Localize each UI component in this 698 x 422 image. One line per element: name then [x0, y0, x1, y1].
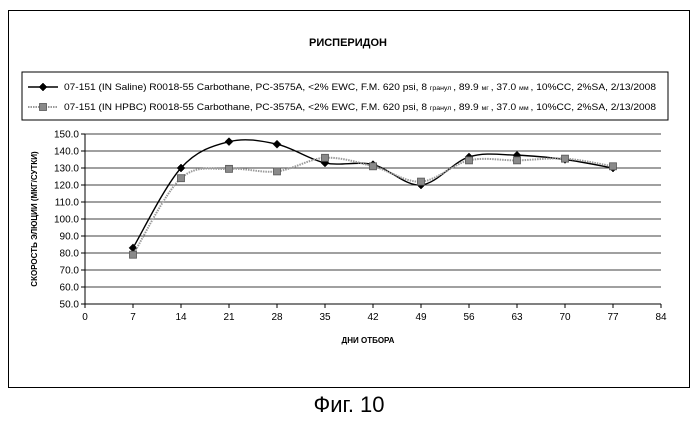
data-point [418, 178, 425, 185]
x-tick-label: 21 [223, 312, 235, 323]
data-point [514, 157, 521, 164]
y-tick-label: 50.0 [60, 300, 80, 311]
y-tick-label: 90.0 [60, 232, 80, 243]
y-tick-label: 120.0 [54, 181, 79, 192]
chart-svg: РИСПЕРИДОН 07-151 (IN Saline) R0018-55 C… [8, 10, 690, 388]
legend-marker [40, 104, 47, 111]
x-tick-label: 84 [655, 312, 667, 323]
data-point [610, 163, 617, 170]
legend-label-part: гранул [430, 85, 453, 92]
x-tick-label: 56 [463, 312, 475, 323]
data-point [178, 175, 185, 182]
legend-entry-1: 07-151 (IN Saline) R0018-55 Carbothane, … [28, 82, 656, 93]
data-point [274, 168, 281, 175]
x-tick-label: 42 [367, 312, 379, 323]
legend-label-part: , 10%CC, 2%SA, 2/13/2008 [531, 102, 656, 113]
legend-label-part: 07-151 (IN HPBC) R0018-55 Carbothane, PC… [64, 102, 430, 113]
x-tick-label: 0 [82, 312, 88, 323]
y-tick-label: 110.0 [55, 198, 80, 209]
y-tick-label: 70.0 [60, 266, 80, 277]
x-tick-label: 28 [271, 312, 283, 323]
legend-label-part: , 37.0 [491, 82, 519, 93]
x-tick-label: 14 [175, 312, 187, 323]
y-tick-label: 150.0 [54, 130, 79, 141]
legend-label-part: , 89.9 [453, 102, 481, 113]
legend-label-part: мм [519, 85, 531, 92]
legend-label: 07-151 (IN Saline) R0018-55 Carbothane, … [64, 82, 656, 93]
legend-label-part: мг [482, 105, 491, 112]
chart-title: РИСПЕРИДОН [309, 37, 387, 49]
y-axis-label: СКОРОСТЬ ЭЛЮЦИИ (МКГ/СУТКИ) [30, 151, 39, 287]
data-point [130, 251, 137, 258]
legend-label-part: мг [482, 85, 491, 92]
data-point [370, 163, 377, 170]
x-tick-label: 35 [319, 312, 331, 323]
figure-caption: Фиг. 10 [0, 392, 698, 418]
data-point [322, 154, 329, 161]
legend-label-part: гранул [430, 105, 453, 112]
legend-label-part: , 37.0 [491, 102, 519, 113]
x-tick-label: 70 [559, 312, 571, 323]
legend-label-part: 07-151 (IN Saline) R0018-55 Carbothane, … [64, 82, 430, 93]
y-tick-label: 60.0 [60, 283, 80, 294]
legend-label-part: мм [519, 105, 531, 112]
x-axis-label: ДНИ ОТБОРА [342, 336, 395, 345]
legend-marker [39, 83, 47, 91]
legend-entry-2: 07-151 (IN HPBC) R0018-55 Carbothane, PC… [28, 102, 656, 113]
y-tick-label: 130.0 [54, 164, 79, 175]
legend: 07-151 (IN Saline) R0018-55 Carbothane, … [22, 72, 668, 120]
data-point [562, 155, 569, 162]
x-tick-label: 49 [415, 312, 427, 323]
x-tick-label: 7 [130, 312, 136, 323]
y-tick-label: 100.0 [54, 215, 79, 226]
legend-label-part: , 89.9 [453, 82, 481, 93]
y-tick-label: 80.0 [60, 249, 80, 260]
legend-label: 07-151 (IN HPBC) R0018-55 Carbothane, PC… [64, 102, 656, 113]
data-point [466, 157, 473, 164]
x-tick-label: 63 [511, 312, 523, 323]
x-tick-label: 77 [607, 312, 619, 323]
y-tick-label: 140.0 [54, 147, 79, 158]
legend-label-part: , 10%CC, 2%SA, 2/13/2008 [531, 82, 656, 93]
data-point [226, 165, 233, 172]
